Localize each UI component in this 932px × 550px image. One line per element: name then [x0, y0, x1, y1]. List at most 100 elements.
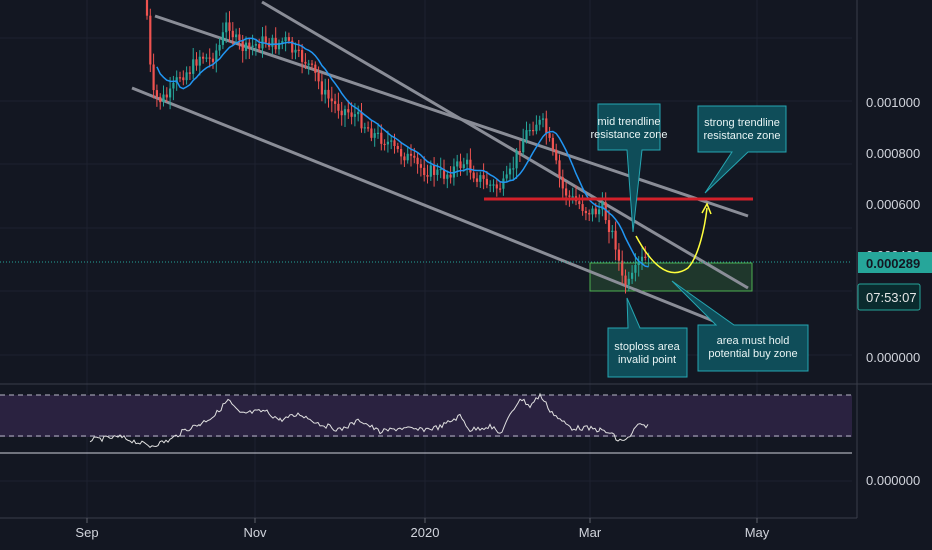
candle-body	[538, 119, 541, 125]
channel-lower-line[interactable]	[131, 86, 737, 332]
candle-body	[152, 64, 155, 91]
candle-body	[485, 178, 488, 185]
candle-body	[426, 175, 429, 177]
candle-body	[545, 118, 548, 134]
candle-body	[548, 133, 551, 138]
candle-body	[367, 127, 370, 129]
candle-body	[492, 184, 495, 186]
candle-body	[228, 22, 231, 31]
projection-arrowhead	[701, 202, 712, 215]
candle-body	[423, 167, 426, 176]
candle-body	[277, 42, 281, 50]
candle-body	[383, 143, 386, 146]
rsi-scale-tick: 0.000000	[866, 473, 920, 488]
candle-body	[390, 140, 393, 142]
candle-body	[251, 45, 254, 48]
candle-body	[522, 139, 525, 153]
candle-body	[330, 98, 333, 102]
buy-zone-callout	[671, 280, 809, 372]
candle-body	[634, 265, 637, 273]
candle-body	[571, 196, 574, 198]
countdown-label: 07:53:07	[866, 290, 917, 305]
candle-body	[185, 72, 188, 81]
candle-body	[637, 261, 640, 266]
buy-zone-note[interactable]: area must hold potential buy zone	[671, 280, 809, 372]
candle-body	[588, 213, 591, 215]
candle-body	[175, 77, 178, 83]
chart-grid	[0, 0, 852, 518]
candle-body	[406, 153, 409, 161]
candle-body	[617, 249, 620, 261]
stoploss-note-line-2: invalid point	[618, 354, 676, 366]
candle-body	[258, 44, 261, 49]
candle-body	[624, 275, 627, 285]
candle-body	[211, 58, 215, 62]
candle-body	[235, 34, 238, 38]
strong-trendline-note[interactable]: strong trendline resistance zone	[697, 105, 787, 194]
candle-body	[565, 188, 568, 196]
candle-body	[343, 109, 347, 116]
candle-body	[350, 112, 353, 117]
stoploss-callout	[607, 297, 688, 378]
candle-body	[334, 101, 337, 104]
candle-body	[561, 177, 564, 189]
candle-body	[644, 256, 647, 258]
strong-trendline-note-line-1: strong trendline	[704, 117, 780, 129]
channel-upper-line[interactable]	[154, 14, 749, 218]
price-channel[interactable]	[131, 0, 749, 332]
candle-body	[294, 49, 297, 53]
candle-body	[264, 36, 267, 43]
candle-body	[225, 22, 228, 33]
time-axis[interactable]: Sep Nov 2020 Mar May	[0, 517, 857, 540]
time-tick-label: 2020	[411, 525, 440, 540]
candle-body	[475, 178, 479, 182]
stoploss-note[interactable]: stoploss area invalid point	[607, 297, 688, 378]
mid-trendline-note[interactable]: mid trendline resistance zone	[590, 103, 668, 233]
price-scale[interactable]: 0.0010000.0008000.0006000.0004000.000000…	[856, 0, 932, 518]
candle-body	[208, 57, 211, 59]
last-price-badge	[858, 252, 932, 273]
time-tick-label: Sep	[75, 525, 98, 540]
candle-body	[373, 133, 376, 138]
candle-body	[363, 127, 366, 129]
candle-body	[611, 230, 614, 233]
candle-body	[327, 89, 330, 99]
candle-body	[307, 63, 310, 65]
buy-zone-box[interactable]	[589, 262, 753, 292]
candle-body	[446, 174, 449, 179]
candle-body	[584, 210, 587, 214]
candle-body	[419, 164, 422, 168]
candle-body	[291, 40, 294, 53]
candle-body	[347, 109, 350, 113]
candle-body	[604, 202, 607, 221]
candle-body	[202, 56, 205, 59]
candle-body	[205, 57, 208, 59]
candle-body	[472, 172, 475, 179]
candle-body	[281, 41, 284, 43]
candle-body	[162, 94, 165, 103]
candle-body	[287, 37, 290, 41]
candle-body	[380, 132, 383, 144]
candle-body	[621, 260, 624, 276]
candle-body	[172, 82, 175, 89]
projection-curve[interactable]	[635, 207, 708, 274]
candle-body	[400, 149, 403, 157]
candle-body	[555, 149, 558, 161]
candle-body	[376, 132, 380, 134]
candle-body	[195, 59, 198, 66]
candle-body	[324, 89, 327, 95]
candle-body	[640, 256, 644, 262]
candle-body	[433, 165, 436, 175]
stoploss-note-line-1: stoploss area	[614, 341, 680, 353]
candle-body	[244, 42, 248, 52]
candle-body	[449, 174, 452, 178]
channel-mid-line[interactable]	[261, 0, 749, 290]
candle-body	[479, 175, 482, 182]
candle-body	[297, 49, 300, 51]
candle-body	[456, 161, 459, 167]
last-price-label: 0.000289	[866, 256, 920, 271]
candle-body	[413, 155, 416, 158]
mid-trendline-callout	[597, 103, 661, 233]
candle-body	[238, 34, 241, 41]
